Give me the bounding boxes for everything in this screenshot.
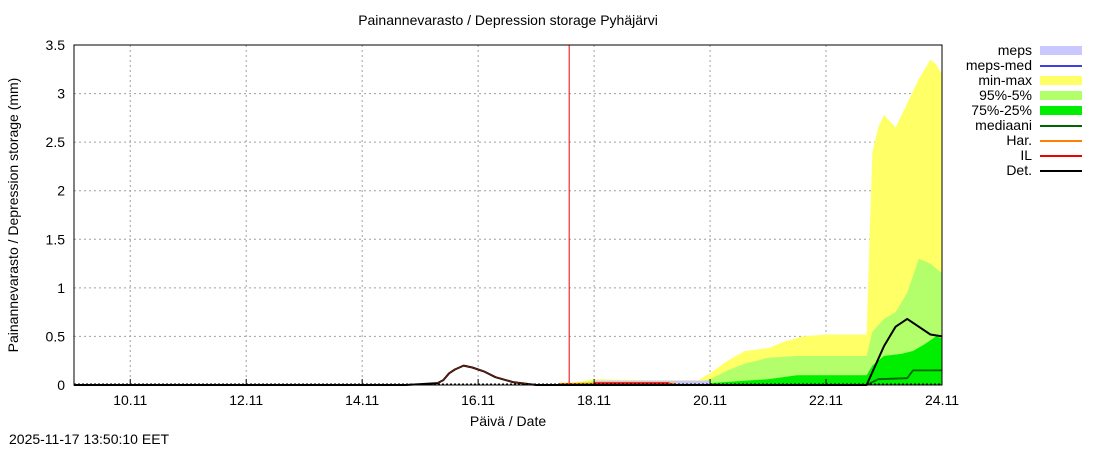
legend-band-swatch-icon	[1040, 46, 1082, 55]
legend-line-swatch-icon	[1040, 170, 1082, 172]
legend-label: Det.	[1006, 162, 1032, 178]
legend-label: IL	[1020, 147, 1032, 163]
legend-band-swatch-icon	[1040, 76, 1082, 85]
legend-line-swatch-icon	[1040, 155, 1082, 157]
legend-band-swatch-icon	[1040, 106, 1082, 115]
legend-item: mediaani	[940, 118, 1100, 133]
legend-label: 75%-25%	[971, 102, 1032, 118]
x-tick-label: 18.11	[577, 392, 611, 408]
legend-line-swatch-icon	[1040, 140, 1082, 142]
har-history-line	[437, 365, 537, 386]
chart-title: Painannevarasto / Depression storage Pyh…	[358, 12, 658, 28]
plot-frame	[73, 44, 943, 386]
x-axis-label: Päivä / Date	[469, 413, 547, 429]
legend-item: 95%-5%	[940, 88, 1100, 103]
y-tick-label: 2	[57, 183, 65, 199]
timestamp: 2025-11-17 13:50:10 EET	[9, 431, 170, 447]
y-tick-label: 1.5	[46, 231, 66, 247]
x-tick-label: 16.11	[461, 392, 495, 408]
legend: meps meps-med min-max 95%-5% 75%-25% mediaani…	[940, 43, 1100, 178]
legend-item: Har.	[940, 133, 1100, 148]
y-tick-label: 2.5	[46, 134, 66, 150]
legend-line-swatch-icon	[1040, 65, 1082, 67]
legend-label: Har.	[1006, 132, 1032, 148]
axes-frame: 0 0.5 1 1.5 2 2.5 3 3.5 10.11 12.11 14.11 16.11 18.1…	[46, 37, 960, 408]
x-tick-label: 12.11	[229, 392, 263, 408]
legend-label: 95%-5%	[979, 87, 1032, 103]
x-tick-label: 10.11	[113, 392, 147, 408]
legend-label: mediaani	[975, 117, 1032, 133]
legend-label: min-max	[978, 72, 1032, 88]
y-tick-label: 1	[57, 280, 65, 296]
75%-25%-band	[570, 336, 942, 385]
legend-item: 75%-25%	[940, 103, 1100, 118]
legend-item: IL	[940, 148, 1100, 163]
legend-item: meps-med	[940, 58, 1100, 73]
x-tick-label: 20.11	[693, 392, 727, 408]
grid-lines	[74, 45, 942, 385]
x-tick-label: 14.11	[345, 392, 379, 408]
legend-band-swatch-icon	[1040, 91, 1082, 100]
legend-item: meps	[940, 43, 1100, 58]
legend-label: meps-med	[965, 57, 1032, 73]
y-tick-label: 0	[57, 377, 65, 393]
y-tick-label: 3	[57, 86, 65, 102]
y-tick-label: 0.5	[46, 328, 66, 344]
legend-label: meps	[997, 42, 1032, 58]
legend-item: Det.	[940, 163, 1100, 178]
data-series	[74, 45, 943, 386]
legend-line-swatch-icon	[1040, 125, 1082, 127]
legend-item: min-max	[940, 73, 1100, 88]
y-tick-label: 3.5	[46, 37, 66, 53]
x-tick-label: 24.11	[925, 392, 959, 408]
x-tick-label: 22.11	[809, 392, 843, 408]
